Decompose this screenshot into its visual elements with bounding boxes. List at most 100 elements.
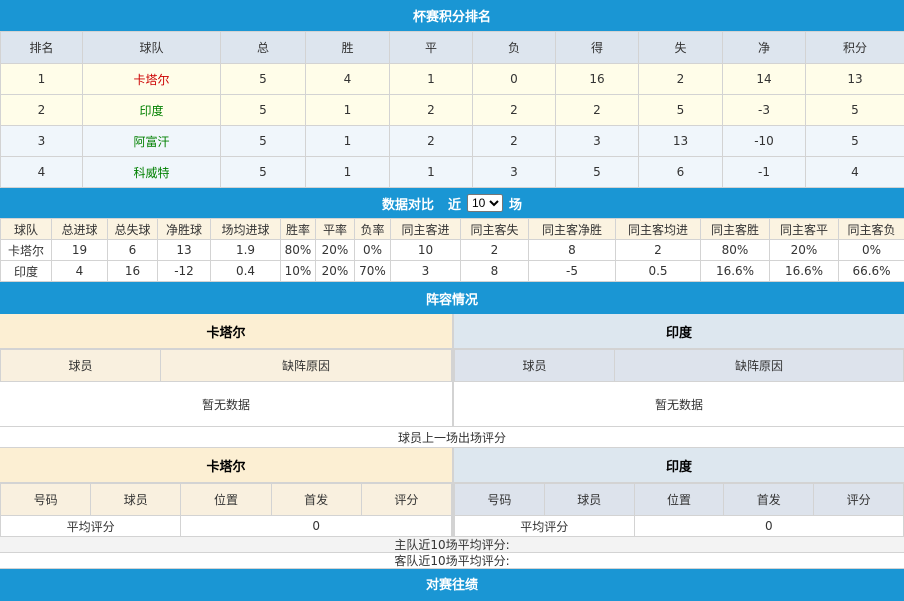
cell: 3	[556, 126, 639, 157]
cell: 1	[390, 64, 473, 95]
cell: 10%	[281, 261, 316, 282]
cell: 2	[390, 126, 473, 157]
cell: 1.9	[211, 240, 281, 261]
col-header: 总失球	[108, 219, 158, 240]
cell: 13	[806, 64, 904, 95]
col-number: 号码	[455, 484, 545, 516]
away-team-name: 印度	[454, 448, 904, 483]
compare-table: 球队总进球总失球净胜球场均进球胜率平率负率同主客进同主客失同主客净胜同主客均进同…	[0, 218, 904, 282]
cell: 2	[473, 126, 556, 157]
cell: 13	[158, 240, 211, 261]
col-header: 同主客平	[770, 219, 839, 240]
cell: 0.5	[616, 261, 701, 282]
col-rating: 评分	[814, 484, 904, 516]
compare-title: 数据对比	[382, 194, 434, 213]
cell: -10	[723, 126, 806, 157]
col-header: 失	[639, 32, 723, 64]
col-header: 积分	[806, 32, 904, 64]
avg-value: 0	[634, 516, 903, 537]
standings-title: 杯赛积分排名	[413, 6, 491, 25]
cell: 1	[390, 157, 473, 188]
team-name: 卡塔尔	[1, 240, 52, 261]
cell: 1	[306, 95, 390, 126]
cell: 2	[473, 95, 556, 126]
cell: 1	[306, 126, 390, 157]
col-header: 同主客均进	[616, 219, 701, 240]
away-team-name: 印度	[454, 314, 904, 349]
compare-header: 球队总进球总失球净胜球场均进球胜率平率负率同主客进同主客失同主客净胜同主客均进同…	[1, 219, 904, 240]
lineup-title: 阵容情况	[426, 289, 478, 308]
cell: 5	[221, 95, 306, 126]
cell: 10	[391, 240, 461, 261]
cell: 3	[391, 261, 461, 282]
cell: 16	[556, 64, 639, 95]
cell: 14	[723, 64, 806, 95]
col-header: 球队	[83, 32, 221, 64]
cell: 8	[529, 240, 616, 261]
cell: 5	[806, 126, 904, 157]
cell: 70%	[355, 261, 391, 282]
recent-matches-select[interactable]: 10	[467, 194, 503, 212]
team-link[interactable]: 卡塔尔	[83, 64, 221, 95]
recent-prefix: 近	[448, 194, 461, 213]
col-header: 同主客胜	[701, 219, 770, 240]
avg-label: 平均评分	[455, 516, 635, 537]
col-position: 位置	[634, 484, 724, 516]
cell: 0.4	[211, 261, 281, 282]
home-team-name: 卡塔尔	[0, 448, 452, 483]
lineup-title-bar: 阵容情况	[0, 282, 904, 314]
cell: 3	[473, 157, 556, 188]
cell: 5	[806, 95, 904, 126]
team-link[interactable]: 印度	[83, 95, 221, 126]
cell: 20%	[770, 240, 839, 261]
team-link[interactable]: 阿富汗	[83, 126, 221, 157]
home-team-name: 卡塔尔	[0, 314, 452, 349]
col-header: 得	[556, 32, 639, 64]
cell: 4	[52, 261, 108, 282]
col-reason: 缺阵原因	[615, 350, 904, 382]
cell: 2	[390, 95, 473, 126]
cell: 3	[1, 126, 83, 157]
compare-title-bar: 数据对比 近 10 场	[0, 188, 904, 218]
col-header: 负率	[355, 219, 391, 240]
standings-title-bar: 杯赛积分排名	[0, 0, 904, 31]
cell: 2	[639, 64, 723, 95]
cell: -5	[529, 261, 616, 282]
col-header: 总进球	[52, 219, 108, 240]
col-header: 平率	[316, 219, 355, 240]
col-header: 同主客净胜	[529, 219, 616, 240]
cell: 16	[108, 261, 158, 282]
no-data: 暂无数据	[454, 382, 904, 427]
cell: -1	[723, 157, 806, 188]
cell: 6	[639, 157, 723, 188]
cell: 16.6%	[701, 261, 770, 282]
cell: 4	[1, 157, 83, 188]
cell: 1	[306, 157, 390, 188]
cell: 66.6%	[839, 261, 904, 282]
cell: 5	[221, 157, 306, 188]
col-starter: 首发	[271, 484, 361, 516]
col-player: 球员	[544, 484, 634, 516]
cell: 20%	[316, 261, 355, 282]
cell: 2	[556, 95, 639, 126]
cell: 80%	[701, 240, 770, 261]
cell: 6	[108, 240, 158, 261]
avg-label: 平均评分	[1, 516, 181, 537]
team-link[interactable]: 科威特	[83, 157, 221, 188]
cell: 4	[306, 64, 390, 95]
cell: 20%	[316, 240, 355, 261]
cell: 8	[461, 261, 529, 282]
cell: 0%	[839, 240, 904, 261]
col-player: 球员	[91, 484, 181, 516]
col-position: 位置	[181, 484, 271, 516]
col-header: 总	[221, 32, 306, 64]
cell: 2	[1, 95, 83, 126]
cell: 0%	[355, 240, 391, 261]
